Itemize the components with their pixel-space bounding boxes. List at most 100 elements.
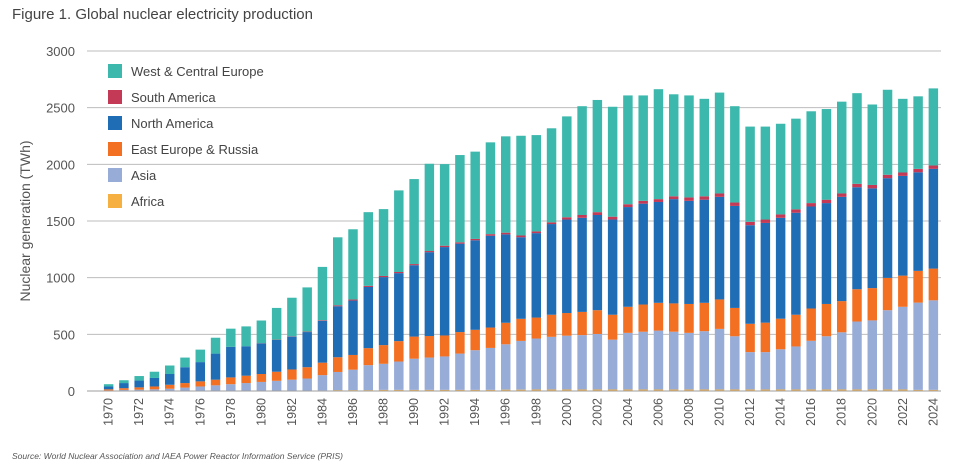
bar-segment-2011-east-europe-russia bbox=[730, 307, 740, 337]
legend-label: East Europe & Russia bbox=[131, 142, 259, 157]
bar-segment-2024-north-america bbox=[928, 168, 939, 269]
bar-segment-1990-south-america bbox=[409, 264, 419, 266]
bar-segment-2022-north-america bbox=[898, 175, 908, 276]
bar-segment-2011-north-america bbox=[730, 205, 740, 308]
bar-segment-2011-asia bbox=[730, 336, 740, 390]
bar-segment-1993-west-central-europe bbox=[455, 155, 465, 243]
y-tick-label: 1500 bbox=[46, 214, 75, 229]
y-tick-label: 3000 bbox=[46, 44, 75, 59]
bar-segment-2001-west-central-europe bbox=[577, 106, 587, 215]
bar-segment-1994-south-america bbox=[470, 238, 480, 241]
bar-segment-1983-west-central-europe bbox=[302, 287, 312, 332]
bar-segment-2004-africa bbox=[623, 389, 633, 391]
bar-segment-1994-asia bbox=[470, 350, 480, 390]
bar-segment-1993-north-america bbox=[455, 243, 465, 333]
bar-segment-1984-north-america bbox=[317, 320, 328, 363]
bar-segment-2006-east-europe-russia bbox=[653, 302, 664, 331]
bar-segment-2000-east-europe-russia bbox=[562, 313, 572, 336]
bar-segment-1989-east-europe-russia bbox=[394, 341, 404, 362]
bar-segment-2017-asia bbox=[821, 336, 832, 390]
bar-segment-2024-asia bbox=[928, 300, 939, 390]
bar-segment-1998-south-america bbox=[531, 231, 542, 234]
bar-segment-1991-west-central-europe bbox=[424, 163, 435, 252]
bar-segment-1971-north-america bbox=[119, 383, 129, 389]
bar-segment-1998-west-central-europe bbox=[531, 135, 542, 232]
bar-segment-1976-asia bbox=[195, 386, 206, 391]
bar-segment-2012-north-america bbox=[745, 225, 755, 324]
bar-segment-1973-west-central-europe bbox=[149, 371, 160, 378]
x-tick-label: 1970 bbox=[102, 398, 116, 426]
bar-segment-2008-south-america bbox=[684, 197, 694, 201]
bar-segment-2007-africa bbox=[668, 389, 679, 391]
bar-segment-2001-south-america bbox=[577, 214, 587, 218]
bar-segment-2009-north-america bbox=[699, 199, 710, 303]
bar-segment-1989-west-central-europe bbox=[394, 190, 404, 272]
bar-segment-1997-africa bbox=[516, 389, 526, 391]
bar-segment-1973-north-america bbox=[149, 377, 160, 387]
bar-segment-1971-west-central-europe bbox=[119, 380, 129, 384]
bar-segment-1981-west-central-europe bbox=[271, 307, 282, 340]
bar-segment-2003-asia bbox=[607, 339, 618, 390]
bar-segment-1987-north-america bbox=[363, 286, 374, 349]
bar-segment-2014-south-america bbox=[775, 214, 786, 218]
bar-segment-2003-north-america bbox=[607, 219, 618, 315]
bar-segment-2001-east-europe-russia bbox=[577, 311, 587, 336]
bar-segment-2006-south-america bbox=[653, 199, 664, 202]
bar-segment-2015-africa bbox=[791, 389, 801, 391]
x-tick-label: 2018 bbox=[835, 398, 849, 426]
bar-segment-2024-east-europe-russia bbox=[928, 268, 939, 301]
x-tick-label: 1982 bbox=[285, 398, 299, 426]
bar-segment-2004-east-europe-russia bbox=[623, 306, 633, 333]
bar-segment-2017-east-europe-russia bbox=[821, 303, 832, 337]
bar-segment-1991-south-america bbox=[424, 251, 435, 253]
bar-segment-2016-east-europe-russia bbox=[806, 308, 816, 341]
bar-segment-1993-africa bbox=[455, 389, 465, 391]
bar-segment-2004-west-central-europe bbox=[623, 95, 633, 205]
bar-segment-2003-east-europe-russia bbox=[607, 314, 618, 340]
bar-segment-2013-west-central-europe bbox=[760, 126, 771, 220]
bar-segment-2016-asia bbox=[806, 340, 816, 390]
bar-segment-1982-west-central-europe bbox=[287, 297, 297, 337]
bar-segment-1984-asia bbox=[317, 375, 328, 391]
bar-segment-1970-north-america bbox=[103, 386, 114, 390]
bar-segment-2011-south-america bbox=[730, 202, 740, 206]
bar-segment-1986-north-america bbox=[348, 300, 358, 355]
bar-segment-2009-asia bbox=[699, 331, 710, 390]
bar-segment-1970-west-central-europe bbox=[103, 384, 114, 387]
legend-label: West & Central Europe bbox=[131, 64, 264, 79]
bar-segment-2014-africa bbox=[775, 389, 786, 391]
bar-segment-2021-north-america bbox=[882, 178, 893, 278]
bar-segment-1995-west-central-europe bbox=[485, 142, 496, 235]
bar-segment-2019-africa bbox=[852, 389, 862, 391]
x-tick-label: 1992 bbox=[438, 398, 452, 426]
legend-swatch bbox=[108, 90, 122, 104]
bar-segment-2005-west-central-europe bbox=[638, 95, 648, 201]
bar-segment-1996-west-central-europe bbox=[500, 136, 511, 233]
x-tick-label: 2000 bbox=[560, 398, 574, 426]
bar-segment-1972-north-america bbox=[134, 380, 144, 388]
bar-segment-1980-asia bbox=[256, 381, 267, 391]
bar-segment-2020-south-america bbox=[867, 184, 878, 189]
bar-segment-2021-west-central-europe bbox=[882, 89, 893, 175]
bar-segment-2012-africa bbox=[745, 389, 755, 391]
x-tick-label: 1988 bbox=[377, 398, 391, 426]
x-tick-label: 2010 bbox=[713, 398, 727, 426]
bar-segment-2016-south-america bbox=[806, 203, 816, 207]
bar-segment-1974-west-central-europe bbox=[164, 365, 175, 374]
bar-segment-1989-africa bbox=[394, 389, 404, 391]
legend-swatch bbox=[108, 168, 122, 182]
bar-segment-1995-east-europe-russia bbox=[485, 327, 496, 348]
bar-segment-1993-east-europe-russia bbox=[455, 332, 465, 354]
bar-segment-2002-asia bbox=[592, 333, 603, 390]
bar-segment-2009-west-central-europe bbox=[699, 98, 710, 197]
bar-segment-1992-asia bbox=[439, 356, 450, 390]
bar-segment-2007-north-america bbox=[668, 199, 679, 304]
bar-segment-1997-south-america bbox=[516, 235, 526, 238]
bar-segment-1972-west-central-europe bbox=[134, 376, 144, 381]
x-tick-label: 2024 bbox=[926, 398, 940, 426]
bar-segment-1997-west-central-europe bbox=[516, 135, 526, 236]
bar-segment-1977-west-central-europe bbox=[210, 337, 221, 354]
bar-segment-1992-south-america bbox=[439, 245, 450, 248]
bar-segment-2010-africa bbox=[714, 389, 725, 391]
bar-segment-1986-east-europe-russia bbox=[348, 354, 358, 370]
